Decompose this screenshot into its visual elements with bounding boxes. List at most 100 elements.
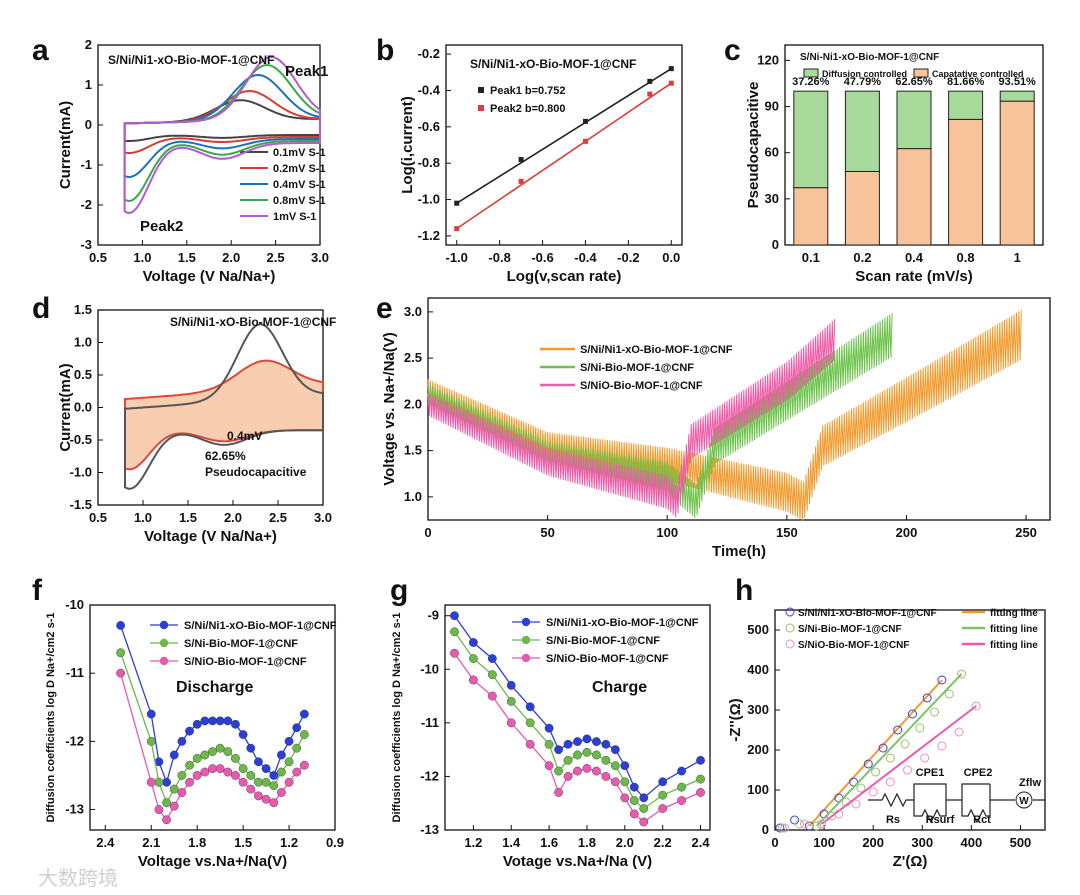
d-xtick-label: 0.5	[89, 510, 107, 525]
c-legend-swatch	[913, 68, 929, 78]
g-data-point	[506, 697, 516, 706]
f-data-point	[261, 794, 271, 804]
g-data-point	[639, 804, 649, 813]
b-legend-label: Peak1 b=0.752	[490, 85, 566, 97]
c-bar-diffusion	[896, 90, 932, 150]
c-data-label: 81.66%	[947, 76, 985, 88]
b-ytick-label: -1.0	[418, 192, 440, 207]
f-annotation: Discharge	[176, 679, 253, 696]
c-bar-capacitive	[948, 118, 984, 246]
b-ytick-label: -0.4	[418, 82, 441, 97]
c-xlabel: Scan rate (mV/s)	[855, 268, 973, 285]
f-data-point	[269, 798, 279, 808]
b-frame	[445, 44, 683, 246]
g-data-point	[658, 804, 668, 813]
g-data-point	[639, 817, 649, 827]
b-fit-line	[456, 67, 672, 204]
h-circuit-label-rs: Rs	[886, 814, 900, 826]
f-data-point	[177, 788, 187, 797]
a-annotation-peak2: Peak2	[140, 218, 183, 235]
f-ytick-label: -11	[66, 665, 84, 680]
f-data-point	[116, 648, 126, 658]
h-data-point	[795, 819, 805, 829]
f-data-point	[246, 771, 256, 780]
h-xlabel: Z'(Ω)	[893, 853, 928, 870]
c-ytick-label: 60	[765, 145, 779, 160]
c-ytick-label: 0	[772, 237, 779, 252]
h-data-point	[878, 743, 888, 753]
b-data-point	[668, 80, 674, 86]
h-data-point	[944, 689, 954, 699]
c-ytick-label: 120	[757, 52, 779, 67]
g-legend-label: S/Ni-Bio-MOF-1@CNF	[546, 635, 660, 647]
g-data-point	[544, 739, 554, 749]
g-data-point	[506, 718, 516, 728]
b-fit-line	[456, 82, 672, 230]
f-data-point	[200, 750, 210, 760]
a-ytick-label: 0	[85, 117, 92, 132]
h-xtick-label: 300	[911, 835, 933, 850]
h-data-point	[907, 709, 917, 719]
a-xtick-label: 1.0	[133, 250, 151, 265]
c-bar-diffusion	[793, 90, 829, 189]
h-data-point	[922, 693, 932, 703]
f-data-point	[292, 723, 302, 733]
a-legend-label: 0.4mV S-1	[273, 179, 326, 191]
e-xtick-label: 100	[656, 525, 678, 540]
a-xtick-label: 2.5	[267, 250, 285, 265]
b-xtick-label: 0.0	[662, 250, 680, 265]
b-ytick-label: -0.2	[418, 46, 440, 61]
c-legend-label: Capatative controlled	[932, 69, 1024, 79]
g-data-point	[582, 734, 592, 744]
g-data-point	[487, 654, 497, 663]
h-data-point	[834, 809, 844, 819]
h-data-point	[812, 821, 822, 831]
h-circuit-label-cpe1: CPE1	[916, 767, 945, 779]
e-frame	[427, 297, 1051, 521]
b-xtick-label: -0.8	[488, 250, 510, 265]
g-legend-label: S/Ni/Ni1-xO-Bio-MOF-1@CNF	[546, 617, 699, 629]
f-legend-marker	[159, 620, 169, 630]
c-bar-diffusion	[844, 90, 880, 172]
e-legend-label: S/Ni/Ni1-xO-Bio-MOF-1@CNF	[580, 344, 733, 356]
b-data-point	[668, 66, 674, 72]
f-data-point	[277, 750, 286, 760]
a-xtick-label: 2.0	[222, 250, 240, 265]
e-xtick-label: 200	[896, 525, 918, 540]
h-ytick-label: 500	[747, 622, 769, 637]
e-xtick-label: 150	[776, 525, 798, 540]
c-xtick-label: 1	[1014, 250, 1021, 265]
c-data-label: 37.26%	[792, 76, 830, 88]
a-xlabel: Voltage (V Na/Na+)	[143, 268, 276, 285]
h-circuit-label-rct: Rct	[973, 814, 991, 826]
f-ytick-label: -12	[65, 733, 84, 748]
f-data-point	[246, 743, 256, 753]
a-ylabel: Current(mA)	[57, 101, 74, 189]
h-data-point	[817, 819, 827, 829]
h-circuit-label-rsurf: Rsurf	[926, 814, 955, 826]
a-ytick-label: -2	[80, 197, 92, 212]
c-bar-capacitive	[793, 187, 829, 246]
e-xlabel: Time(h)	[712, 543, 766, 560]
f-data-point	[192, 771, 202, 780]
c-bar-capacitive	[896, 148, 932, 246]
f-data-point	[223, 767, 233, 777]
c-ylabel: Pseudocapacitive	[745, 82, 762, 209]
b-data-point	[582, 138, 588, 144]
f-xtick-label: 2.4	[96, 835, 115, 850]
g-data-point	[601, 755, 611, 765]
h-data-point	[851, 799, 861, 809]
f-data-point	[284, 757, 294, 767]
f-data-point	[208, 716, 217, 726]
c-bar-diffusion	[948, 90, 984, 120]
c-xtick-label: 0.2	[853, 250, 871, 265]
e-xtick-label: 50	[540, 525, 554, 540]
g-data-point	[592, 766, 601, 776]
h-data-point	[804, 821, 814, 831]
f-data-point	[246, 784, 256, 794]
f-data-point	[254, 791, 263, 801]
g-data-point	[563, 772, 573, 781]
f-data-point	[238, 730, 248, 739]
g-data-point	[487, 691, 497, 701]
